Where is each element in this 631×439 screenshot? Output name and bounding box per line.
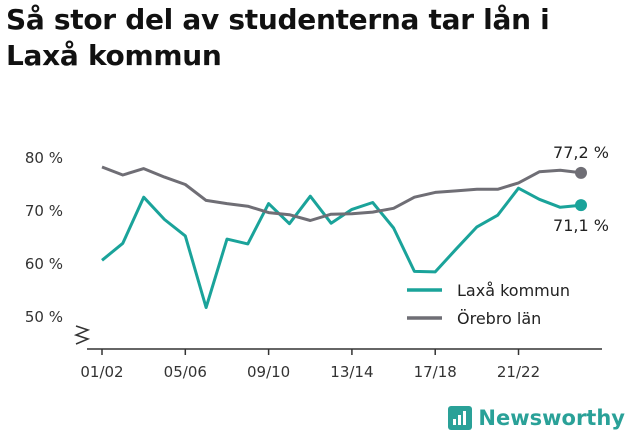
series-end-label: 71,1 % xyxy=(553,216,609,235)
x-tick-label: 01/02 xyxy=(80,363,123,381)
brand-name: Newsworthy xyxy=(478,406,625,430)
y-tick-label: 70 % xyxy=(25,202,63,220)
x-tick-label: 09/10 xyxy=(247,363,290,381)
x-tick-label: 21/22 xyxy=(497,363,540,381)
series-end-point xyxy=(575,166,587,179)
x-tick-label: 17/18 xyxy=(414,363,457,381)
y-tick-label: 80 % xyxy=(25,149,63,167)
chart-title: Så stor del av studenterna tar lån i Lax… xyxy=(6,3,550,72)
y-tick-label: 50 % xyxy=(25,308,63,326)
series-end-label: 77,2 % xyxy=(553,143,609,162)
series-end-point xyxy=(575,199,587,212)
bar-chart-logo-icon xyxy=(448,406,473,430)
legend-label: Örebro län xyxy=(457,309,541,328)
series-line-orebro xyxy=(101,165,582,222)
x-tick-label: 05/06 xyxy=(164,363,207,381)
y-tick-label: 60 % xyxy=(25,255,63,273)
series-line-laxa xyxy=(101,186,582,309)
axis-break-icon xyxy=(73,325,91,345)
newsworthy-brand: Newsworthy xyxy=(448,406,625,430)
x-tick-label: 13/14 xyxy=(330,363,373,381)
legend-label: Laxå kommun xyxy=(457,281,570,300)
